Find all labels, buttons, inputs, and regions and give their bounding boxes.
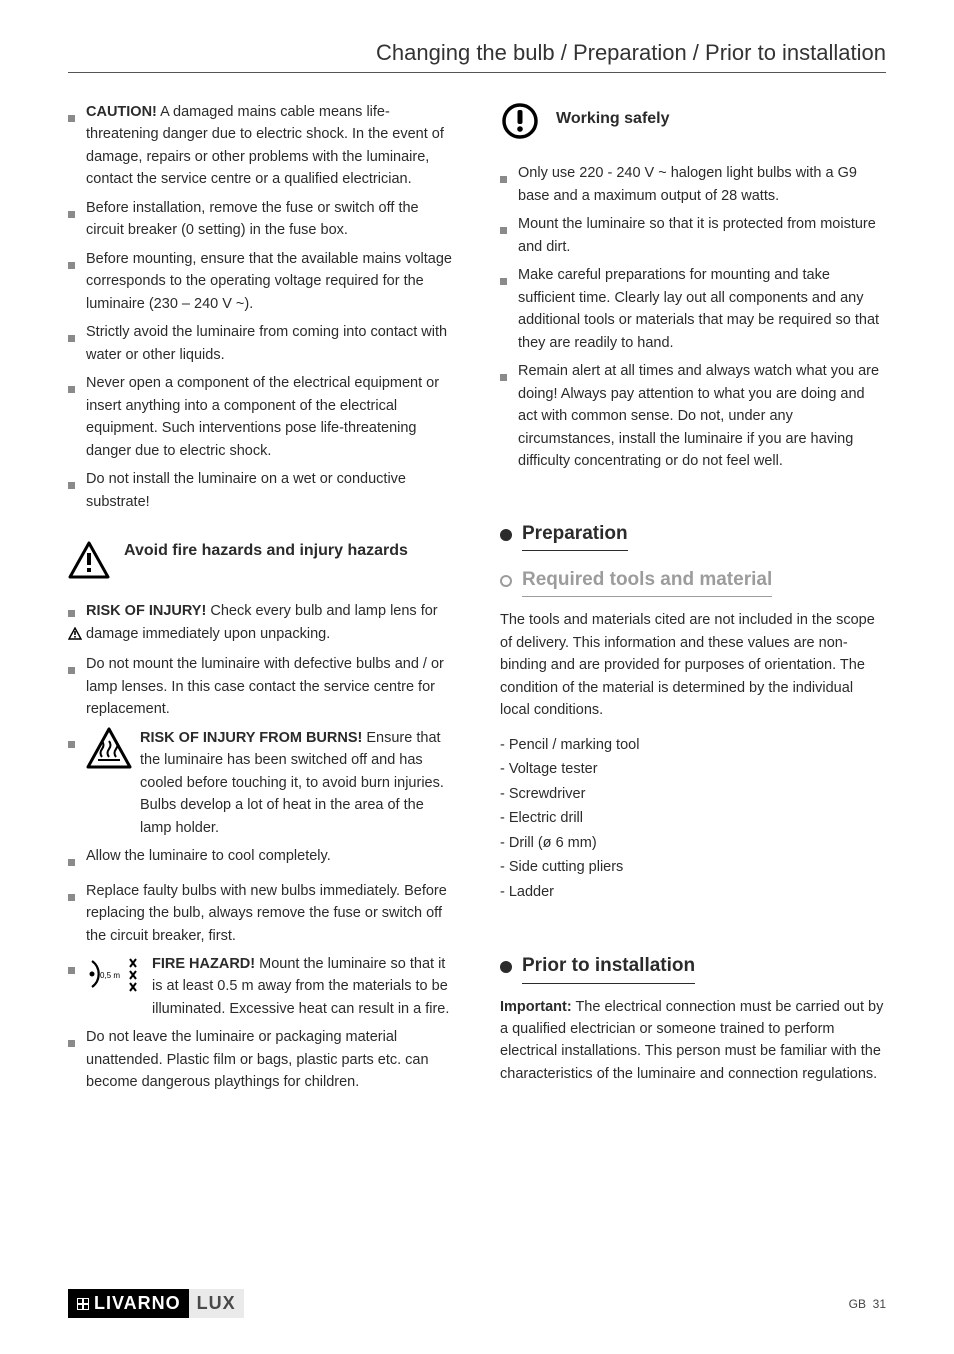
list-item: Replace faulty bulbs with new bulbs imme… (68, 880, 454, 947)
list-item: - Drill (ø 6 mm) (500, 832, 886, 854)
list-item: Remain alert at all times and always wat… (500, 360, 886, 472)
brand-grid-icon (78, 1299, 88, 1309)
prior-section-heading: Prior to installation (500, 951, 886, 983)
bullet-square-icon (500, 366, 518, 472)
working-heading: Working safely (556, 109, 670, 130)
list-item: Before installation, remove the fuse or … (68, 197, 454, 242)
list-item: Only use 220 - 240 V ~ halogen light bul… (500, 162, 886, 207)
tools-heading: Required tools and material (522, 565, 772, 597)
hazards-heading-row: Avoid fire hazards and injury hazards (68, 541, 454, 586)
preparation-heading: Preparation (522, 519, 628, 551)
list-item: RISK OF INJURY FROM BURNS! Ensure that t… (68, 727, 454, 839)
list-item: Strictly avoid the luminaire from coming… (68, 321, 454, 366)
warning-small-icon (68, 602, 86, 647)
page-header: Changing the bulb / Preparation / Prior … (68, 40, 886, 73)
list-item: - Voltage tester (500, 758, 886, 780)
list-item: Mount the luminaire so that it is protec… (500, 213, 886, 258)
left-column: CAUTION! A damaged mains cable means lif… (68, 101, 454, 1100)
safety-list: CAUTION! A damaged mains cable means lif… (68, 101, 454, 513)
hot-surface-icon (86, 727, 140, 839)
prior-text: Important: The electrical connection mus… (500, 996, 886, 1086)
bullet-square-icon (68, 733, 86, 839)
warning-triangle-icon (68, 541, 110, 586)
list-item: - Electric drill (500, 807, 886, 829)
list-item: - Pencil / marking tool (500, 734, 886, 756)
bullet-square-icon (68, 659, 86, 720)
bullet-square-icon (500, 168, 518, 207)
bullet-square-icon (68, 378, 86, 462)
list-item: Before mounting, ensure that the availab… (68, 248, 454, 315)
list-item: Do not mount the luminaire with defectiv… (68, 653, 454, 720)
right-column: Working safely Only use 220 - 240 V ~ ha… (500, 101, 886, 1100)
two-column-layout: CAUTION! A damaged mains cable means lif… (68, 101, 886, 1100)
list-item: Make careful preparations for mounting a… (500, 264, 886, 354)
list-item: - Side cutting pliers (500, 856, 886, 878)
list-item: Allow the luminaire to cool completely. (68, 845, 454, 873)
bullet-square-icon (68, 851, 86, 873)
bullet-square-icon (68, 327, 86, 366)
tools-section-heading: Required tools and material (500, 565, 886, 597)
min-distance-icon: 0,5 m (86, 953, 152, 1020)
list-item: Never open a component of the electrical… (68, 372, 454, 462)
distance-label: 0,5 m (100, 971, 120, 980)
tools-intro-text: The tools and materials cited are not in… (500, 609, 886, 721)
dot-hollow-icon (500, 575, 512, 587)
working-list: Only use 220 - 240 V ~ halogen light bul… (500, 162, 886, 472)
bullet-square-icon (68, 959, 86, 1020)
page-footer: LIVARNO LUX GB 31 (68, 1289, 886, 1318)
caution-circle-icon (500, 101, 542, 148)
page-number: GB 31 (849, 1297, 886, 1311)
prior-heading: Prior to installation (522, 951, 695, 983)
bullet-square-icon (68, 107, 86, 191)
working-heading-row: Working safely (500, 101, 886, 148)
bullet-square-icon (500, 219, 518, 258)
hazards-list: RISK OF INJURY! Check every bulb and lam… (68, 600, 454, 1093)
list-item: 0,5 m FIRE HAZARD! Mount the luminaire s… (68, 953, 454, 1020)
list-item: - Screwdriver (500, 783, 886, 805)
bullet-square-icon (68, 886, 86, 947)
bullet-square-icon (500, 270, 518, 354)
bullet-square-icon (68, 254, 86, 315)
dot-solid-icon (500, 961, 512, 973)
dot-solid-icon (500, 529, 512, 541)
bullet-square-icon (68, 203, 86, 242)
bullet-square-icon (68, 1032, 86, 1093)
list-item: RISK OF INJURY! Check every bulb and lam… (68, 600, 454, 647)
list-item: CAUTION! A damaged mains cable means lif… (68, 101, 454, 191)
list-item: Do not leave the luminaire or packaging … (68, 1026, 454, 1093)
tools-list: - Pencil / marking tool - Voltage tester… (500, 734, 886, 903)
brand-logo: LIVARNO LUX (68, 1289, 244, 1318)
list-item: - Ladder (500, 881, 886, 903)
list-item: Do not install the luminaire on a wet or… (68, 468, 454, 513)
bullet-square-icon (68, 474, 86, 513)
hazards-heading: Avoid fire hazards and injury hazards (124, 541, 408, 562)
preparation-section-heading: Preparation (500, 519, 886, 551)
